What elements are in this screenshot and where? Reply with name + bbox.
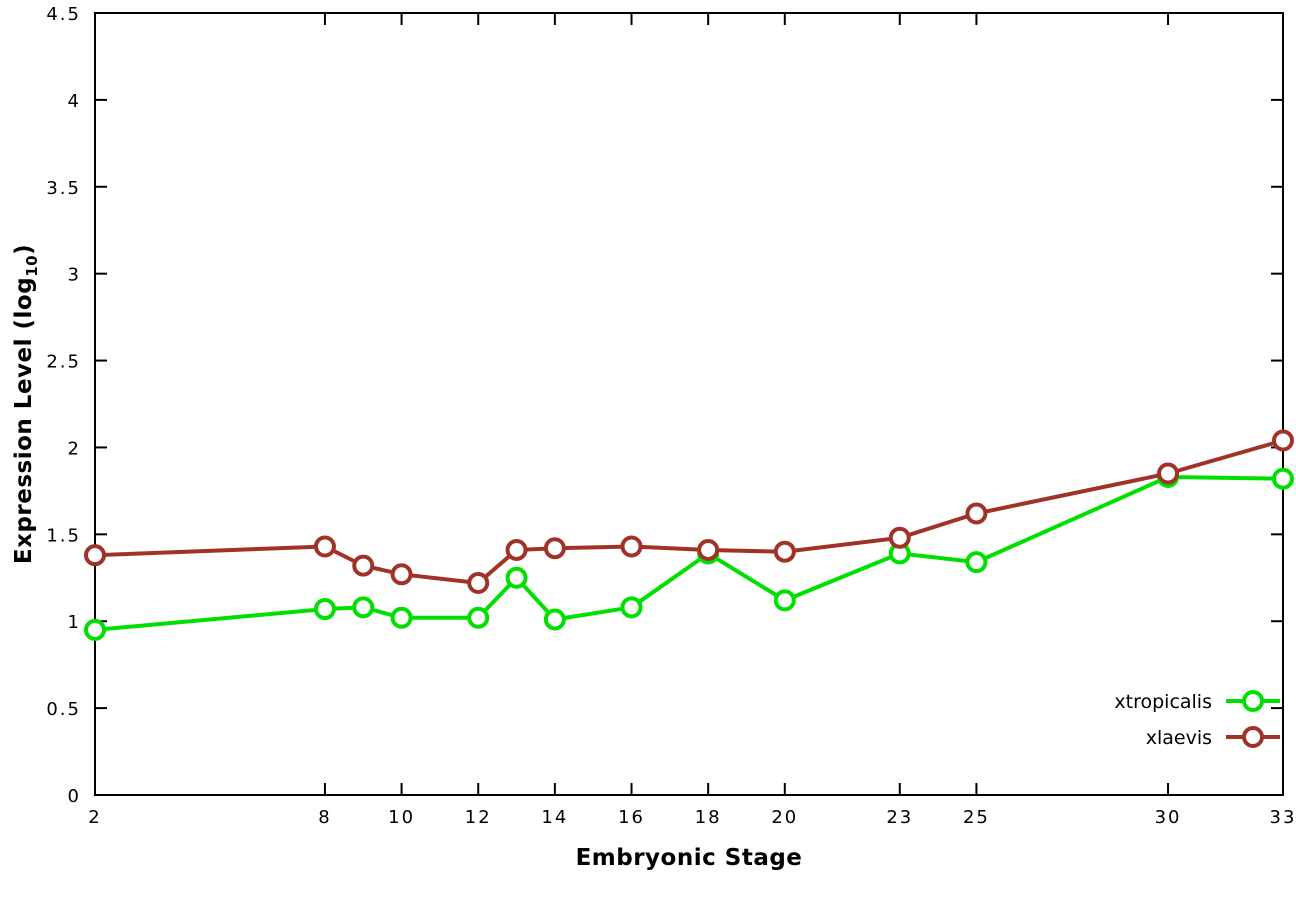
data-point-xtropicalis [543,608,566,631]
y-axis-title-subscript: 10 [22,254,41,277]
x-tick-label: 20 [771,807,798,828]
data-point-xtropicalis [352,596,375,619]
x-tick-label: 16 [618,807,645,828]
data-point-xtropicalis [467,606,490,629]
data-point-xtropicalis [773,589,796,612]
x-tick-label: 2 [88,807,101,828]
x-axis-title: Embryonic Stage [575,845,803,871]
legend-marker-xlaevis [1242,726,1264,748]
series-line-xlaevis [93,438,1285,585]
data-point-xtropicalis [505,566,528,589]
data-point-xlaevis [697,538,720,561]
data-point-xlaevis [390,563,413,586]
data-point-xtropicalis [620,596,643,619]
x-tick-label: 8 [318,807,331,828]
y-tick-label: 0 [68,786,81,807]
y-axis-title-main: Expression Level (log [11,276,38,565]
legend-label-xtropicalis: xtropicalis [1114,691,1212,713]
data-point-xlaevis [313,535,336,558]
data-point-xlaevis [888,526,911,549]
data-point-xlaevis [1272,429,1294,452]
x-tick-label: 14 [541,807,568,828]
data-point-xtropicalis [390,606,413,629]
y-tick-label: 0.5 [46,699,81,720]
data-point-xlaevis [1157,462,1180,485]
y-tick-label: 4.5 [46,4,81,25]
data-point-xlaevis [84,544,106,567]
y-axis-title-close: ) [11,243,38,255]
y-tick-label: 1.5 [46,525,81,546]
y-tick-label: 2 [68,438,81,459]
data-point-xlaevis [467,571,490,594]
x-tick-label: 23 [886,807,913,828]
legend-label-xlaevis: xlaevis [1146,727,1212,749]
series-line-xtropicalis [93,474,1285,632]
x-tick-label: 18 [695,807,722,828]
x-tick-label: 30 [1155,807,1182,828]
data-point-xtropicalis [313,598,336,621]
data-point-xtropicalis [1272,467,1294,490]
legend-marker-xtropicalis [1242,690,1264,712]
x-tick-label: 33 [1270,807,1296,828]
data-point-xlaevis [773,540,796,563]
x-tick-label: 12 [465,807,492,828]
data-point-xtropicalis [84,618,106,641]
y-tick-label: 1 [68,612,81,633]
plot-border [94,12,1284,796]
y-tick-label: 3.5 [46,178,81,199]
x-tick-label: 25 [963,807,990,828]
y-axis-title: Expression Level (log10) [11,244,41,564]
data-point-xlaevis [620,535,643,558]
data-point-xlaevis [965,502,988,525]
x-tick-label: 10 [388,807,415,828]
data-point-xtropicalis [965,551,988,574]
data-point-xlaevis [352,554,375,577]
y-tick-label: 4 [68,91,81,112]
data-point-xlaevis [543,537,566,560]
y-tick-label: 3 [68,265,81,286]
y-tick-label: 2.5 [46,352,81,373]
data-point-xlaevis [505,538,528,561]
